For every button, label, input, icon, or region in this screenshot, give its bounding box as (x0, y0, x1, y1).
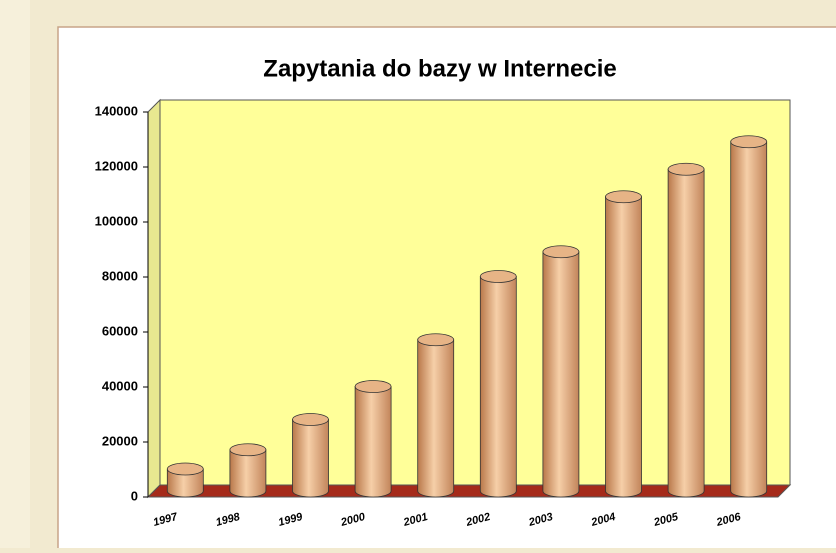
y-tick-label: 20000 (102, 433, 138, 448)
cylinder-body (229, 449, 267, 498)
side-wall (147, 98, 161, 499)
cylinder-body (292, 419, 329, 498)
y-tick-label: 60000 (102, 323, 138, 338)
cylinder-top (166, 462, 204, 476)
cylinder-body (417, 339, 455, 498)
cylinder-top (667, 162, 705, 176)
cylinder-top (479, 270, 517, 283)
y-tick-label: 100000 (95, 213, 138, 228)
cylinder-top (730, 135, 768, 149)
y-tick-label: 120000 (95, 158, 138, 173)
cylinder-body (605, 196, 642, 498)
cylinder-body (730, 141, 768, 498)
cylinder-body (667, 168, 705, 498)
cylinder-top (292, 413, 329, 426)
cylinder-body (354, 386, 392, 498)
y-tick-label: 0 (131, 488, 138, 503)
y-tick-label: 40000 (102, 378, 138, 393)
cylinder-top (229, 443, 267, 457)
side-strip (0, 0, 30, 548)
cylinder-top (605, 190, 642, 204)
chart-title: Zapytania do bazy w Internecie (263, 55, 616, 82)
cylinder-top (354, 380, 392, 393)
cylinder-body (542, 251, 580, 498)
cylinder-top (417, 333, 455, 347)
y-tick-label: 140000 (95, 103, 138, 118)
cylinder-top (542, 245, 580, 259)
cylinder-body (166, 468, 204, 498)
cylinder-body (479, 276, 517, 498)
y-tick-label: 80000 (102, 268, 138, 283)
